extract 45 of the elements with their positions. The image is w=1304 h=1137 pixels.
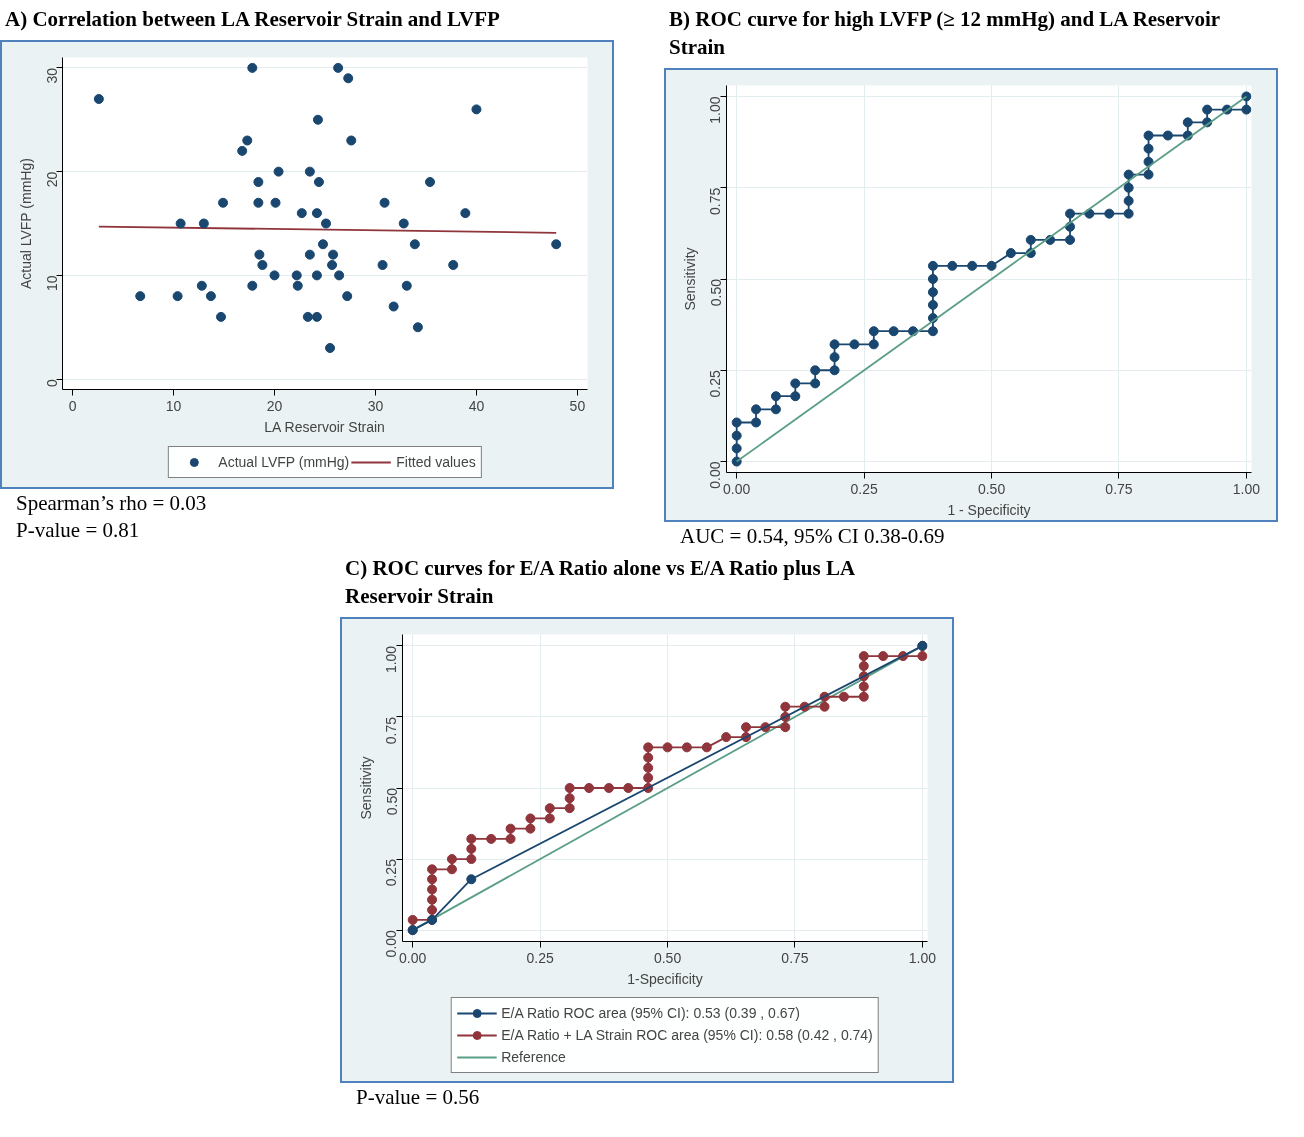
y-tick-label: 0 xyxy=(43,378,60,387)
text: P-value = 0.56 xyxy=(356,1085,480,1110)
y-axis-title: Actual LVFP (mmHg) xyxy=(17,158,34,290)
text: Spearman’s rho = 0.03 xyxy=(16,491,207,516)
y-tick-label: 30 xyxy=(43,67,60,84)
x-tick-label: 1.00 xyxy=(908,949,937,966)
x-axis-title: 1 - Specificity xyxy=(947,501,1031,518)
x-tick-label: 0.25 xyxy=(850,480,878,497)
legend-label: E/A Ratio + LA Strain ROC area (95% CI): 0.58 (0.42 , 0.74) xyxy=(501,1027,873,1043)
y-tick-label: 20 xyxy=(43,171,60,188)
x-tick-label: 0.50 xyxy=(653,949,682,966)
legend-label: Fitted values xyxy=(396,454,476,470)
x-tick-label: 0.25 xyxy=(526,949,554,966)
x-tick-label: 20 xyxy=(266,397,283,414)
chart-title: A) Correlation between LA Reservoir Strain and LVFP xyxy=(5,6,500,33)
y-tick-label: 0.25 xyxy=(383,858,400,887)
y-tick-label: 0.75 xyxy=(707,187,724,215)
x-tick-label: 0 xyxy=(68,397,77,414)
legend-label: Actual LVFP (mmHg) xyxy=(218,454,350,470)
x-tick-label: 0.00 xyxy=(399,949,427,966)
y-tick-label: 0.50 xyxy=(383,787,400,816)
chart-title: B) ROC curve for high LVFP (≥ 12 mmHg) and LA Reservoir Strain xyxy=(669,6,1221,61)
x-tick-label: 40 xyxy=(468,397,485,414)
legend-label: E/A Ratio ROC area (95% CI): 0.53 (0.39 , 0.67) xyxy=(501,1005,801,1021)
y-axis-title: Sensitivity xyxy=(681,247,698,311)
y-tick-label: 1.00 xyxy=(707,96,724,124)
x-axis-title: LA Reservoir Strain xyxy=(264,418,385,435)
y-tick-label: 0.75 xyxy=(383,716,400,745)
text: AUC = 0.54, 95% CI 0.38-0.69 xyxy=(680,524,945,549)
text: P-value = 0.81 xyxy=(16,518,140,543)
x-tick-label: 10 xyxy=(165,397,182,414)
x-tick-label: 0.50 xyxy=(977,480,1006,497)
y-tick-label: 1.00 xyxy=(383,645,400,674)
x-axis-title: 1-Specificity xyxy=(627,970,703,987)
x-tick-label: 0.75 xyxy=(781,949,809,966)
legend-label: Reference xyxy=(501,1049,566,1065)
y-axis-title: Sensitivity xyxy=(357,756,374,820)
y-tick-label: 10 xyxy=(43,275,60,291)
x-tick-label: 0.75 xyxy=(1105,480,1133,497)
x-tick-label: 0.00 xyxy=(723,480,751,497)
y-tick-label: 0.50 xyxy=(707,278,724,307)
x-tick-label: 30 xyxy=(367,397,384,414)
chart-title: C) ROC curves for E/A Ratio alone vs E/A Ratio plus LA Reservoir Strain xyxy=(345,555,856,610)
x-tick-label: 50 xyxy=(569,397,586,414)
x-tick-label: 1.00 xyxy=(1232,480,1261,497)
